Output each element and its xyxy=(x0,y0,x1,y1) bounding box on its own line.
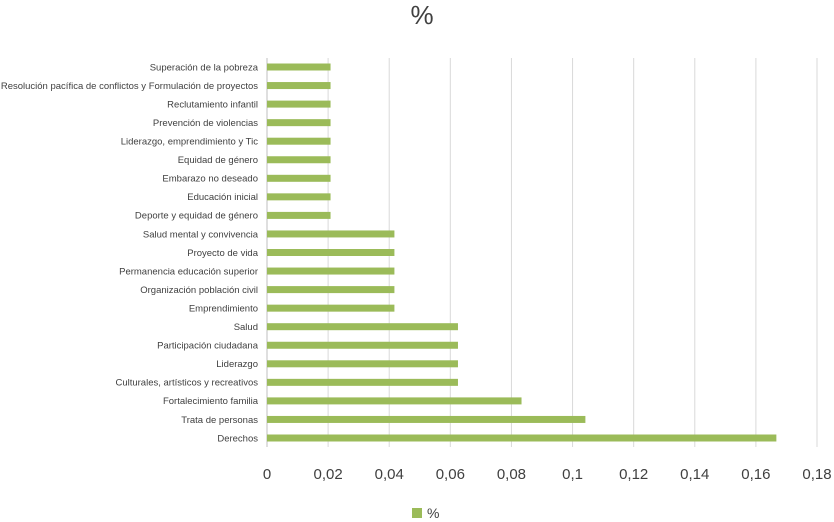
bar xyxy=(267,267,395,275)
bar xyxy=(267,211,331,219)
category-label: Deporte y equidad de género xyxy=(135,211,258,222)
x-tick-label: 0,12 xyxy=(619,466,648,483)
x-tick-label: 0 xyxy=(263,466,271,483)
bar xyxy=(267,286,395,294)
x-tick-label: 0,04 xyxy=(375,466,404,483)
x-tick-label: 0,14 xyxy=(680,466,709,483)
bar xyxy=(267,82,331,90)
bar xyxy=(267,397,522,405)
x-tick-label: 0,16 xyxy=(741,466,770,483)
bar xyxy=(267,415,586,423)
bar xyxy=(267,174,331,182)
category-label: Culturales, artísticos y recreativos xyxy=(115,378,258,389)
category-label: Participación ciudadana xyxy=(157,341,259,352)
bar xyxy=(267,323,458,331)
category-label: Liderazgo, emprendimiento y Tic xyxy=(121,137,259,148)
bar xyxy=(267,63,331,71)
category-label: Liderazgo xyxy=(216,359,258,370)
x-tick-label: 0,08 xyxy=(497,466,526,483)
bar xyxy=(267,304,395,312)
bar xyxy=(267,434,777,442)
chart-title: % xyxy=(410,0,433,30)
bar xyxy=(267,156,331,164)
legend-swatch xyxy=(412,508,422,518)
legend-label: % xyxy=(427,505,439,521)
category-label: Embarazo no deseado xyxy=(162,174,258,185)
category-label: Derechos xyxy=(217,433,258,444)
bar xyxy=(267,360,458,368)
bar xyxy=(267,100,331,108)
category-label: Permanencia educación superior xyxy=(119,266,258,277)
category-label: Superación de la pobreza xyxy=(150,62,259,73)
bar xyxy=(267,341,458,349)
category-label: Fortalecimiento familia xyxy=(163,396,259,407)
x-tick-label: 0,1 xyxy=(562,466,583,483)
category-label: Educación inicial xyxy=(187,192,258,203)
category-labels: Superación de la pobreza Resolución pacíf… xyxy=(1,62,259,444)
category-label: Salud mental y convivencia xyxy=(143,229,259,240)
x-tick-label: 0,02 xyxy=(314,466,343,483)
bar xyxy=(267,230,395,238)
bar xyxy=(267,249,395,256)
category-label: Equidad de género xyxy=(178,155,258,166)
category-label: Resolución pacífica de conflictos y Form… xyxy=(1,81,258,92)
category-label: Salud xyxy=(234,322,258,333)
category-label: Emprendimiento xyxy=(189,303,258,314)
category-label: Reclutamiento infantil xyxy=(167,99,258,110)
category-label: Proyecto de vida xyxy=(187,248,258,259)
bar xyxy=(267,137,331,145)
x-tick-label: 0,06 xyxy=(436,466,465,483)
x-axis-ticks: 0 0,02 0,04 0,06 0,08 0,1 0,12 0,14 0,16 0,18 xyxy=(263,466,832,483)
bar xyxy=(267,193,331,201)
x-tick-label: 0,18 xyxy=(802,466,831,483)
category-label: Prevención de violencias xyxy=(153,118,258,129)
bar xyxy=(267,119,331,127)
category-label: Organización población civil xyxy=(140,285,258,296)
bars xyxy=(267,63,777,442)
category-label: Trata de personas xyxy=(181,415,258,426)
legend: % xyxy=(412,505,439,521)
bar xyxy=(267,378,458,386)
